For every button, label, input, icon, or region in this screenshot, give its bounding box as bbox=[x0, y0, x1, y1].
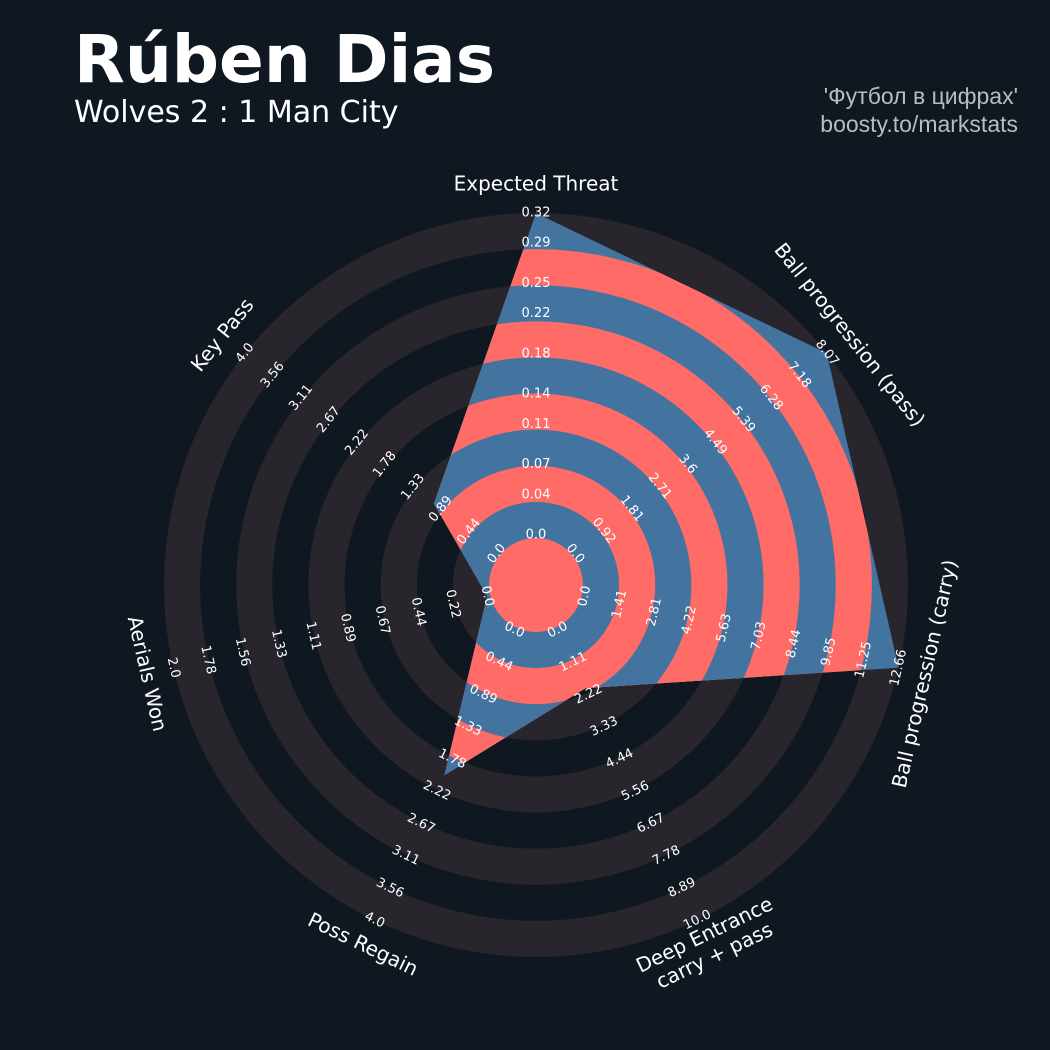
tick-label: 1.41 bbox=[609, 588, 630, 620]
axis-label: Expected Threat bbox=[454, 172, 619, 196]
tick-label: 0.67 bbox=[372, 604, 393, 636]
tick-label: 0.0 bbox=[526, 528, 547, 543]
tick-label: 7.03 bbox=[749, 620, 770, 652]
tick-label: 0.89 bbox=[337, 612, 358, 644]
tick-label: 1.33 bbox=[268, 628, 289, 660]
center-circle bbox=[489, 538, 583, 632]
tick-label: 0.29 bbox=[522, 236, 551, 251]
tick-label: 0.44 bbox=[408, 596, 429, 628]
tick-label: 0.22 bbox=[522, 306, 551, 321]
credit: boosty.to/markstats bbox=[820, 111, 1018, 137]
tick-label: 1.11 bbox=[302, 620, 323, 652]
tick-label: 0.0 bbox=[575, 584, 594, 608]
tick-label: 2.81 bbox=[644, 596, 665, 628]
tick-label: 0.14 bbox=[522, 387, 551, 402]
tick-label: 2.0 bbox=[164, 656, 183, 680]
tick-label: 0.04 bbox=[522, 487, 551, 502]
tick-label: 0.25 bbox=[522, 276, 551, 291]
tick-label: 1.78 bbox=[197, 644, 218, 676]
tick-label: 0.22 bbox=[442, 588, 463, 620]
tick-label: 5.63 bbox=[714, 612, 735, 644]
tick-label: 0.0 bbox=[478, 584, 497, 608]
tick-label: 4.22 bbox=[679, 604, 700, 636]
tick-label: 9.85 bbox=[818, 636, 839, 668]
chart-title: Rúben Dias bbox=[74, 21, 495, 98]
credit: 'Футбол в цифрах' bbox=[824, 83, 1018, 109]
tick-label: 0.18 bbox=[522, 346, 551, 361]
chart-subtitle: Wolves 2 : 1 Man City bbox=[74, 95, 398, 130]
tick-label: 0.07 bbox=[522, 457, 551, 472]
tick-label: 1.56 bbox=[232, 636, 253, 668]
tick-label: 0.32 bbox=[522, 206, 551, 221]
tick-label: 8.44 bbox=[783, 628, 804, 660]
tick-label: 0.11 bbox=[522, 417, 551, 432]
